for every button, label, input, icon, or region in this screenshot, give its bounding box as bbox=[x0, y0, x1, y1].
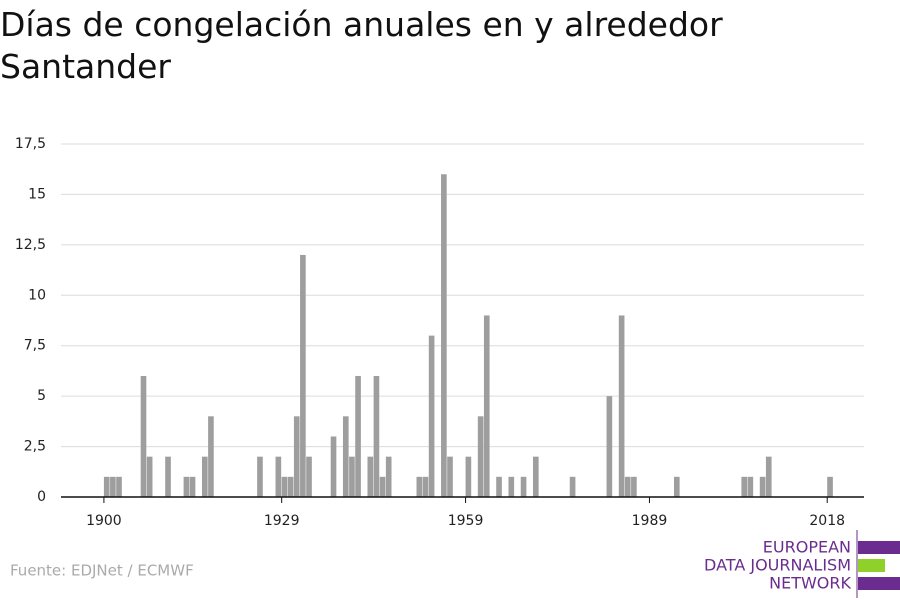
bar bbox=[257, 456, 263, 497]
logo-bar bbox=[858, 559, 885, 572]
bar bbox=[306, 456, 312, 497]
bar bbox=[146, 456, 153, 497]
bar bbox=[165, 456, 171, 497]
bar bbox=[477, 416, 484, 497]
y-tick-label: 17,5 bbox=[15, 136, 46, 152]
x-tick-label: 1989 bbox=[632, 513, 668, 529]
bar bbox=[183, 476, 190, 497]
x-tick-label: 1929 bbox=[264, 513, 300, 529]
logo-text: NETWORK bbox=[769, 574, 851, 593]
bar bbox=[367, 456, 374, 497]
x-tick-label: 2018 bbox=[809, 513, 845, 529]
bar bbox=[483, 315, 490, 497]
bar bbox=[281, 476, 288, 497]
y-tick-label: 15 bbox=[28, 186, 46, 202]
bar bbox=[287, 476, 294, 497]
bar bbox=[465, 456, 472, 497]
bar bbox=[508, 476, 515, 497]
bar bbox=[349, 456, 355, 497]
bar bbox=[827, 476, 833, 497]
bar bbox=[201, 456, 208, 497]
bar bbox=[673, 476, 680, 497]
bar bbox=[496, 476, 502, 497]
bar bbox=[385, 456, 392, 497]
bar bbox=[379, 476, 386, 497]
x-tick-label: 1900 bbox=[86, 513, 122, 529]
bar bbox=[759, 476, 766, 497]
chart-title: Días de congelación anuales en y alreded… bbox=[0, 5, 723, 86]
logo-text: EUROPEAN bbox=[763, 538, 851, 557]
bar bbox=[606, 396, 613, 497]
bar bbox=[520, 476, 527, 497]
y-tick-label: 10 bbox=[28, 287, 46, 303]
y-tick-label: 7,5 bbox=[24, 338, 46, 354]
bar bbox=[428, 335, 435, 497]
x-tick-label: 1959 bbox=[448, 513, 484, 529]
logo-bar bbox=[858, 541, 900, 554]
y-tick-label: 2,5 bbox=[24, 439, 46, 455]
bar bbox=[532, 456, 539, 497]
y-tick-label: 12,5 bbox=[15, 237, 46, 253]
bar bbox=[189, 476, 196, 497]
bar bbox=[116, 476, 122, 497]
bar bbox=[447, 456, 453, 497]
bar bbox=[631, 476, 637, 497]
bar bbox=[300, 254, 306, 497]
bar bbox=[330, 436, 337, 497]
bar bbox=[110, 476, 116, 497]
source: Fuente: EDJNet / ECMWF bbox=[10, 562, 194, 580]
title-box: Días de congelación anuales en y alreded… bbox=[0, 5, 723, 86]
bar bbox=[618, 315, 625, 497]
bar bbox=[741, 476, 748, 497]
bar bbox=[441, 174, 447, 497]
bar bbox=[140, 375, 147, 497]
bar bbox=[624, 476, 631, 497]
bar bbox=[416, 476, 423, 497]
bar bbox=[355, 375, 361, 497]
bar bbox=[293, 416, 300, 497]
y-tick-label: 5 bbox=[37, 388, 46, 404]
bar bbox=[765, 456, 772, 497]
bar bbox=[747, 476, 754, 497]
bar bbox=[275, 456, 282, 497]
bar bbox=[208, 416, 214, 497]
bar bbox=[373, 375, 380, 497]
bar bbox=[103, 476, 110, 497]
bar bbox=[422, 476, 429, 497]
logo-text: DATA JOURNALISM bbox=[704, 556, 851, 575]
bar bbox=[342, 416, 349, 497]
y-tick-label: 0 bbox=[37, 489, 46, 505]
logo-bar bbox=[858, 577, 900, 590]
bar bbox=[569, 476, 576, 497]
